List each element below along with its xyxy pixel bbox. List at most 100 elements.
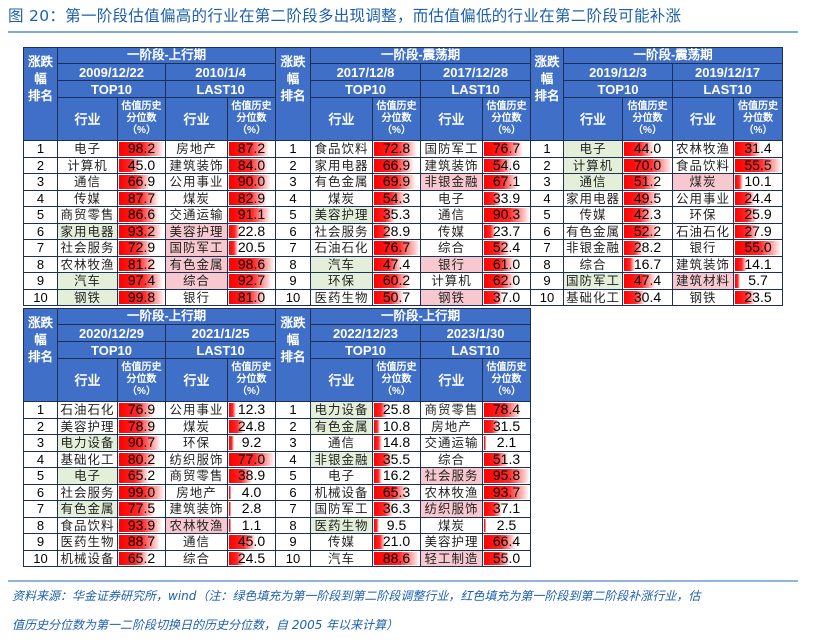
data-bar [735,224,759,238]
top-industry-cell: 非银金融 [310,450,373,468]
top-label: TOP10 [563,80,673,98]
data-bar [735,142,762,156]
top-industry-cell: 传媒 [310,533,373,551]
data-bar [735,191,756,205]
last-industry-cell: 公用事业 [165,401,228,419]
rank-cell: 9 [275,272,311,290]
data-bar [229,142,270,156]
data-bar [229,452,275,466]
data-bar [374,502,393,516]
footnote-divider [8,580,798,582]
valuation-value: 80.2 [127,451,156,467]
last-industry-cell: 纺织服饰 [165,450,228,468]
last-valuation-cell: 98.6 [226,255,277,273]
top-valuation-cell: 65.3 [372,483,421,501]
valuation-value: 93.7 [492,484,521,500]
data-bar [374,241,420,255]
last-valuation-cell: 31.4 [732,140,784,158]
top-industry-cell: 国防军工 [563,272,623,290]
last-valuation-cell: 66.4 [481,533,532,551]
valuation-value: 2.5 [496,517,517,533]
table-row: 6 家用电器 93.2 美容护理 22.8 [23,222,277,240]
valuation-value: 91.1 [237,206,266,223]
phase-header: 一阶段-上行期 [309,308,532,325]
last-valuation-cell: 33.9 [481,189,532,207]
valuation-value: 28.9 [382,223,411,239]
top-valuation-cell: 9.5 [372,516,421,534]
valuation-percentile-header: 估值历史分位数（%） [226,97,277,141]
rank-cell: 1 [23,140,58,158]
table-row: 4 传媒 87.7 煤炭 82.9 [23,189,277,207]
valuation-percentile-header: 估值历史分位数（%） [622,97,673,141]
top-valuation-cell: 28.9 [372,222,421,240]
last-date: 2019/12/17 [671,63,784,81]
data-bar [229,469,253,483]
last-label: LAST10 [164,341,277,359]
last-valuation-cell: 24.5 [226,549,277,567]
last-industry-cell: 建筑装饰 [165,156,228,174]
top-valuation-cell: 16.7 [622,255,673,273]
valuation-percentile-header: 估值历史分位数（%） [372,358,421,402]
data-bar [374,469,383,483]
last-industry-cell: 传媒 [420,222,483,240]
top-date: 2009/12/22 [57,63,166,81]
data-bar [374,158,414,172]
table-row: 8 汽车 47.4 银行 61.0 [275,255,532,273]
top-valuation-cell: 16.2 [372,467,421,485]
last-industry-cell: 农林牧渔 [672,140,734,158]
table-row: 2 美容护理 78.9 煤炭 24.8 [23,417,277,435]
last-industry-cell: 房地产 [165,140,228,158]
top-industry-cell: 医药生物 [310,288,373,306]
valuation-value: 25.8 [382,401,411,418]
table-row: 8 医药生物 9.5 煤炭 2.5 [275,516,532,534]
rank-cell: 3 [530,173,564,191]
valuation-percentile-header: 估值历史分位数（%） [372,97,421,141]
valuation-value: 42.3 [633,206,662,223]
last-valuation-cell: 62.0 [481,272,532,290]
valuation-value: 90.0 [237,173,266,190]
data-bar [624,208,653,222]
valuation-value: 22.8 [237,223,266,239]
data-bar [484,142,523,156]
valuation-value: 55.0 [744,239,772,256]
valuation-value: 62.0 [492,272,521,289]
valuation-value: 10.1 [744,173,772,190]
last-date: 2023/1/30 [419,324,532,342]
valuation-value: 31.4 [744,140,772,157]
rank-cell: 8 [275,255,311,273]
rank-cell: 7 [530,239,564,257]
data-bar [624,142,654,156]
valuation-value: 87.2 [237,140,266,157]
valuation-value: 20.5 [237,239,266,256]
data-bar [484,241,511,255]
top-industry-cell: 煤炭 [310,189,373,207]
table-row: 8 食品饮料 93.9 农林牧渔 1.1 [23,516,277,534]
data-bar [374,436,382,450]
last-industry-cell: 美容护理 [165,222,228,240]
last-valuation-cell: 82.9 [226,189,277,207]
data-bar [624,191,658,205]
top-industry-cell: 传媒 [563,206,623,224]
top-valuation-cell: 66.9 [372,156,421,174]
top-industry-cell: 食品饮料 [310,140,373,158]
valuation-value: 66.9 [382,157,411,173]
valuation-value: 50.7 [382,289,411,305]
top-industry-cell: 非银金融 [563,239,623,257]
valuation-value: 72.8 [382,140,411,157]
valuation-value: 49.5 [633,190,662,206]
top-valuation-cell: 99.8 [117,288,166,306]
table-row: 10 汽车 88.6 轻工制造 55.0 [275,549,532,567]
data-bar [374,518,379,532]
data-bar [624,241,644,255]
valuation-value: 12.3 [237,401,266,418]
data-bar [374,257,403,271]
valuation-value: 25.9 [744,206,772,223]
last-industry-cell: 建筑装饰 [165,500,228,518]
top-industry-cell: 家用电器 [563,189,623,207]
valuation-value: 4.0 [241,484,262,500]
top-industry-cell: 农林牧渔 [57,255,118,273]
top-valuation-cell: 87.7 [117,189,166,207]
rank-cell: 3 [23,173,58,191]
data-bar [229,224,240,238]
data-bar [119,452,156,466]
